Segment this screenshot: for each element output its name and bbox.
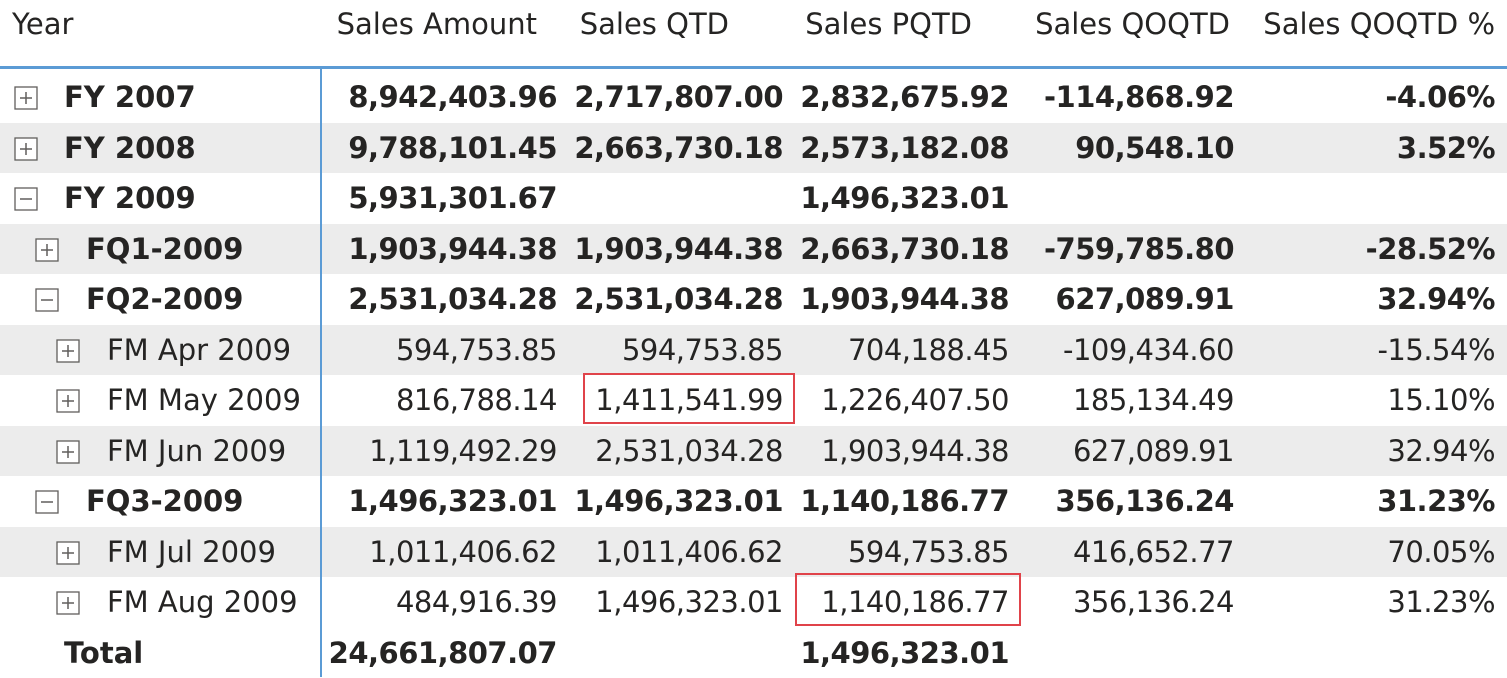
- cell-sales-amount: 1,903,944.38: [348, 224, 557, 274]
- highlight-sales-qtd-fm-may-2009: [583, 373, 795, 424]
- row-header-label: FM Jul 2009: [107, 527, 276, 577]
- cell-sales-qoqtd-pct: -15.54%: [1377, 325, 1495, 375]
- row-header-label: FQ2-2009: [86, 274, 243, 324]
- table-row[interactable]: FQ1-2009 1,903,944.38 1,903,944.38 2,663,73…: [0, 224, 1507, 275]
- cell-sales-qoqtd: -109,434.60: [1063, 325, 1234, 375]
- expand-plus-icon[interactable]: [14, 137, 38, 161]
- column-header-year[interactable]: Year: [12, 0, 73, 48]
- cell-sales-amount: 484,916.39: [396, 577, 557, 627]
- cell-sales-qoqtd: 356,136.24: [1073, 577, 1234, 627]
- collapse-minus-icon[interactable]: [14, 187, 38, 211]
- cell-sales-amount: 1,011,406.62: [369, 527, 557, 577]
- collapse-minus-icon[interactable]: [35, 490, 59, 514]
- collapse-minus-icon[interactable]: [35, 288, 59, 312]
- cell-sales-qtd: 2,531,034.28: [574, 274, 783, 324]
- expand-plus-icon[interactable]: [56, 591, 80, 615]
- cell-sales-qoqtd: 416,652.77: [1073, 527, 1234, 577]
- cell-sales-qoqtd: 627,089.91: [1073, 426, 1234, 476]
- cell-sales-pqtd: 1,226,407.50: [821, 375, 1009, 425]
- cell-sales-qoqtd-pct: 31.23%: [1387, 577, 1495, 627]
- cell-sales-pqtd: 2,663,730.18: [800, 224, 1009, 274]
- table-row[interactable]: FM Jul 2009 1,011,406.62 1,011,406.62 594,7…: [0, 527, 1507, 578]
- cell-sales-pqtd: 1,140,186.77: [800, 476, 1009, 526]
- cell-sales-qoqtd-pct: 3.52%: [1397, 123, 1495, 173]
- column-header-sales-amount[interactable]: Sales Amount: [337, 0, 537, 48]
- cell-sales-pqtd: 2,832,675.92: [800, 72, 1009, 122]
- row-header-divider: [320, 66, 322, 677]
- cell-sales-pqtd: 704,188.45: [848, 325, 1009, 375]
- cell-sales-qoqtd: 185,134.49: [1073, 375, 1234, 425]
- cell-sales-qtd: 1,496,323.01: [574, 476, 783, 526]
- table-row[interactable]: FY 2007 8,942,403.96 2,717,807.00 2,832,675…: [0, 72, 1507, 123]
- cell-sales-pqtd: 1,903,944.38: [821, 426, 1009, 476]
- table-row[interactable]: FM Apr 2009 594,753.85 594,753.85 704,188.4…: [0, 325, 1507, 376]
- column-header-sales-qoqtd-pct[interactable]: Sales QOQTD %: [1263, 0, 1495, 48]
- highlight-sales-pqtd-fm-aug-2009: [795, 573, 1021, 626]
- cell-sales-qoqtd: 627,089.91: [1056, 274, 1234, 324]
- cell-sales-qtd: 1,496,323.01: [595, 577, 783, 627]
- table-row[interactable]: FQ3-2009 1,496,323.01 1,496,323.01 1,140,18…: [0, 476, 1507, 527]
- table-row[interactable]: Total 24,661,807.07 1,496,323.01: [0, 628, 1507, 678]
- row-header-label: FM Apr 2009: [107, 325, 291, 375]
- cell-sales-amount: 816,788.14: [396, 375, 557, 425]
- expand-plus-icon[interactable]: [56, 389, 80, 413]
- row-header-label: FM Jun 2009: [107, 426, 286, 476]
- cell-sales-qoqtd-pct: 15.10%: [1387, 375, 1495, 425]
- expand-plus-icon[interactable]: [56, 339, 80, 363]
- cell-sales-pqtd: 594,753.85: [848, 527, 1009, 577]
- row-header-label: FQ3-2009: [86, 476, 243, 526]
- cell-sales-qoqtd-pct: -28.52%: [1366, 224, 1495, 274]
- cell-sales-pqtd: 2,573,182.08: [800, 123, 1009, 173]
- cell-sales-amount: 5,931,301.67: [348, 173, 557, 223]
- column-header-sales-qtd[interactable]: Sales QTD: [580, 0, 729, 48]
- cell-sales-qoqtd: -114,868.92: [1044, 72, 1234, 122]
- cell-sales-amount: 9,788,101.45: [348, 123, 557, 173]
- row-header-label: FY 2009: [64, 173, 196, 223]
- cell-sales-pqtd: 1,496,323.01: [800, 628, 1009, 678]
- cell-sales-qoqtd: 90,548.10: [1075, 123, 1234, 173]
- cell-sales-pqtd: 1,496,323.01: [800, 173, 1009, 223]
- table-row[interactable]: FM Jun 2009 1,119,492.29 2,531,034.28 1,903…: [0, 426, 1507, 477]
- cell-sales-qtd: 2,663,730.18: [574, 123, 783, 173]
- cell-sales-amount: 1,496,323.01: [348, 476, 557, 526]
- table-row[interactable]: FY 2009 5,931,301.67 1,496,323.01: [0, 173, 1507, 224]
- cell-sales-qoqtd-pct: -4.06%: [1385, 72, 1495, 122]
- column-header-sales-pqtd[interactable]: Sales PQTD: [805, 0, 972, 48]
- cell-sales-qoqtd-pct: 32.94%: [1377, 274, 1495, 324]
- expand-plus-icon[interactable]: [56, 541, 80, 565]
- cell-sales-qtd: 594,753.85: [622, 325, 783, 375]
- expand-plus-icon[interactable]: [14, 86, 38, 110]
- table-row[interactable]: FQ2-2009 2,531,034.28 2,531,034.28 1,903,94…: [0, 274, 1507, 325]
- cell-sales-qoqtd-pct: 31.23%: [1377, 476, 1495, 526]
- cell-sales-qtd: 1,903,944.38: [574, 224, 783, 274]
- row-header-label: FY 2007: [64, 72, 196, 122]
- cell-sales-amount: 24,661,807.07: [329, 628, 557, 678]
- row-header-label: FQ1-2009: [86, 224, 243, 274]
- cell-sales-amount: 594,753.85: [396, 325, 557, 375]
- column-header-sales-qoqtd[interactable]: Sales QOQTD: [1035, 0, 1230, 48]
- cell-sales-amount: 2,531,034.28: [348, 274, 557, 324]
- cell-sales-amount: 8,942,403.96: [348, 72, 557, 122]
- row-header-label: FM May 2009: [107, 375, 301, 425]
- cell-sales-qoqtd: -759,785.80: [1044, 224, 1234, 274]
- header-divider: [0, 66, 1507, 69]
- cell-sales-amount: 1,119,492.29: [369, 426, 557, 476]
- table-row[interactable]: FY 2008 9,788,101.45 2,663,730.18 2,573,182…: [0, 123, 1507, 174]
- cell-sales-qtd: 2,531,034.28: [595, 426, 783, 476]
- cell-sales-qoqtd-pct: 70.05%: [1387, 527, 1495, 577]
- expand-plus-icon[interactable]: [35, 238, 59, 262]
- row-header-label: FM Aug 2009: [107, 577, 298, 627]
- cell-sales-pqtd: 1,903,944.38: [800, 274, 1009, 324]
- cell-sales-qoqtd-pct: 32.94%: [1387, 426, 1495, 476]
- cell-sales-qtd: 2,717,807.00: [574, 72, 783, 122]
- row-header-label: Total: [64, 628, 143, 678]
- cell-sales-qtd: 1,011,406.62: [595, 527, 783, 577]
- cell-sales-qoqtd: 356,136.24: [1056, 476, 1234, 526]
- row-header-label: FY 2008: [64, 123, 196, 173]
- expand-plus-icon[interactable]: [56, 440, 80, 464]
